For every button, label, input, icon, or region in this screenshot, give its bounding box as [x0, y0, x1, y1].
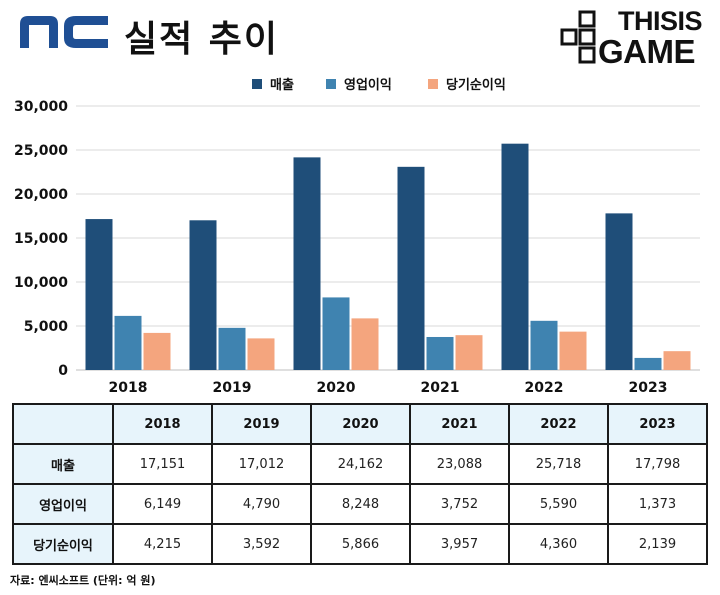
bar: [501, 143, 529, 370]
bar: [426, 336, 454, 370]
table-cell: 5,866: [310, 523, 411, 565]
bar: [351, 318, 379, 370]
legend-item-net-income: 당기순이익: [428, 74, 506, 93]
y-tick-label: 20,000: [14, 187, 68, 203]
bar-chart: 0 5,000 10,000 15,000 20,000 25,000 30,000 2018…: [14, 99, 700, 396]
table-cell: 25,718: [508, 443, 609, 485]
y-tick-label: 10,000: [14, 275, 68, 291]
table-header-cell: 2019: [211, 403, 312, 445]
table-cell: 17,798: [607, 443, 708, 485]
table-cell: 3,592: [211, 523, 312, 565]
table-header-row: 2018 2019 2020 2021 2022 2023: [12, 403, 708, 445]
table-header-cell: [12, 403, 114, 445]
header: nc 실적 추이 THISIS GAME: [0, 0, 720, 70]
bar: [189, 220, 217, 370]
page-title: 실적 추이: [124, 19, 280, 60]
data-table: 2018 2019 2020 2021 2022 2023 매출 17,151 …: [12, 403, 708, 565]
legend-item-revenue: 매출: [252, 74, 294, 93]
brand-line-2: GAME: [598, 33, 696, 70]
chart-legend: 매출 영업이익 당기순이익: [0, 74, 720, 93]
table-row: 당기순이익 4,215 3,592 5,866 3,957 4,360 2,13…: [12, 523, 708, 565]
bar: [530, 320, 558, 370]
table-cell: 4,215: [112, 523, 213, 565]
table-cell: 4,790: [211, 483, 312, 525]
legend-swatch-revenue: [252, 78, 262, 89]
table-cell: 23,088: [409, 443, 510, 485]
brand-grid-icon: [560, 10, 596, 64]
table-cell: 3,752: [409, 483, 510, 525]
bar: [605, 213, 633, 370]
brand-line-1: THISIS: [618, 6, 703, 36]
source-note: 자료: 엔씨소프트 (단위: 억 원): [10, 574, 156, 587]
bar: [397, 166, 425, 370]
table-header-cell: 2023: [607, 403, 708, 445]
x-tick-label: 2018: [109, 380, 148, 396]
bar: [293, 157, 321, 370]
legend-swatch-net-income: [428, 78, 438, 89]
table-cell: 1,373: [607, 483, 708, 525]
table-row: 매출 17,151 17,012 24,162 23,088 25,718 17…: [12, 443, 708, 485]
table-cell: 3,957: [409, 523, 510, 565]
nc-logo: nc: [18, 12, 110, 56]
table-cell: 17,151: [112, 443, 213, 485]
bar: [85, 219, 113, 370]
table-row: 영업이익 6,149 4,790 8,248 3,752 5,590 1,373: [12, 483, 708, 525]
legend-label-net-income: 당기순이익: [446, 78, 506, 93]
bar: [634, 357, 662, 370]
bar: [663, 351, 691, 370]
x-tick-label: 2021: [421, 380, 460, 396]
nc-logo-icon: [20, 16, 108, 48]
table-cell: 4,360: [508, 523, 609, 565]
row-label: 당기순이익: [12, 523, 114, 565]
x-tick-label: 2019: [213, 380, 252, 396]
bar: [322, 297, 350, 370]
table-cell: 5,590: [508, 483, 609, 525]
y-tick-label: 0: [58, 363, 68, 379]
row-label: 영업이익: [12, 483, 114, 525]
legend-item-operating-profit: 영업이익: [326, 74, 392, 93]
thisisgame-logo: THISIS GAME: [560, 6, 716, 70]
legend-label-operating-profit: 영업이익: [344, 78, 392, 93]
bar: [247, 338, 275, 370]
bar: [455, 335, 483, 370]
table-cell: 24,162: [310, 443, 411, 485]
table-header-cell: 2021: [409, 403, 510, 445]
x-tick-label: 2020: [317, 380, 356, 396]
x-tick-label: 2023: [629, 380, 668, 396]
table-cell: 8,248: [310, 483, 411, 525]
bar: [114, 315, 142, 370]
row-label: 매출: [12, 443, 114, 485]
bar: [559, 331, 587, 370]
bar: [143, 332, 171, 370]
y-tick-label: 30,000: [14, 99, 68, 115]
y-tick-label: 5,000: [24, 319, 69, 335]
table-header-cell: 2022: [508, 403, 609, 445]
table-cell: 17,012: [211, 443, 312, 485]
legend-swatch-operating-profit: [326, 78, 336, 89]
x-tick-label: 2022: [525, 380, 564, 396]
table-header-cell: 2020: [310, 403, 411, 445]
legend-label-revenue: 매출: [270, 78, 294, 93]
table-header-cell: 2018: [112, 403, 213, 445]
bar: [218, 327, 246, 370]
y-tick-label: 15,000: [14, 231, 68, 247]
table-cell: 6,149: [112, 483, 213, 525]
y-tick-label: 25,000: [14, 143, 68, 159]
table-cell: 2,139: [607, 523, 708, 565]
